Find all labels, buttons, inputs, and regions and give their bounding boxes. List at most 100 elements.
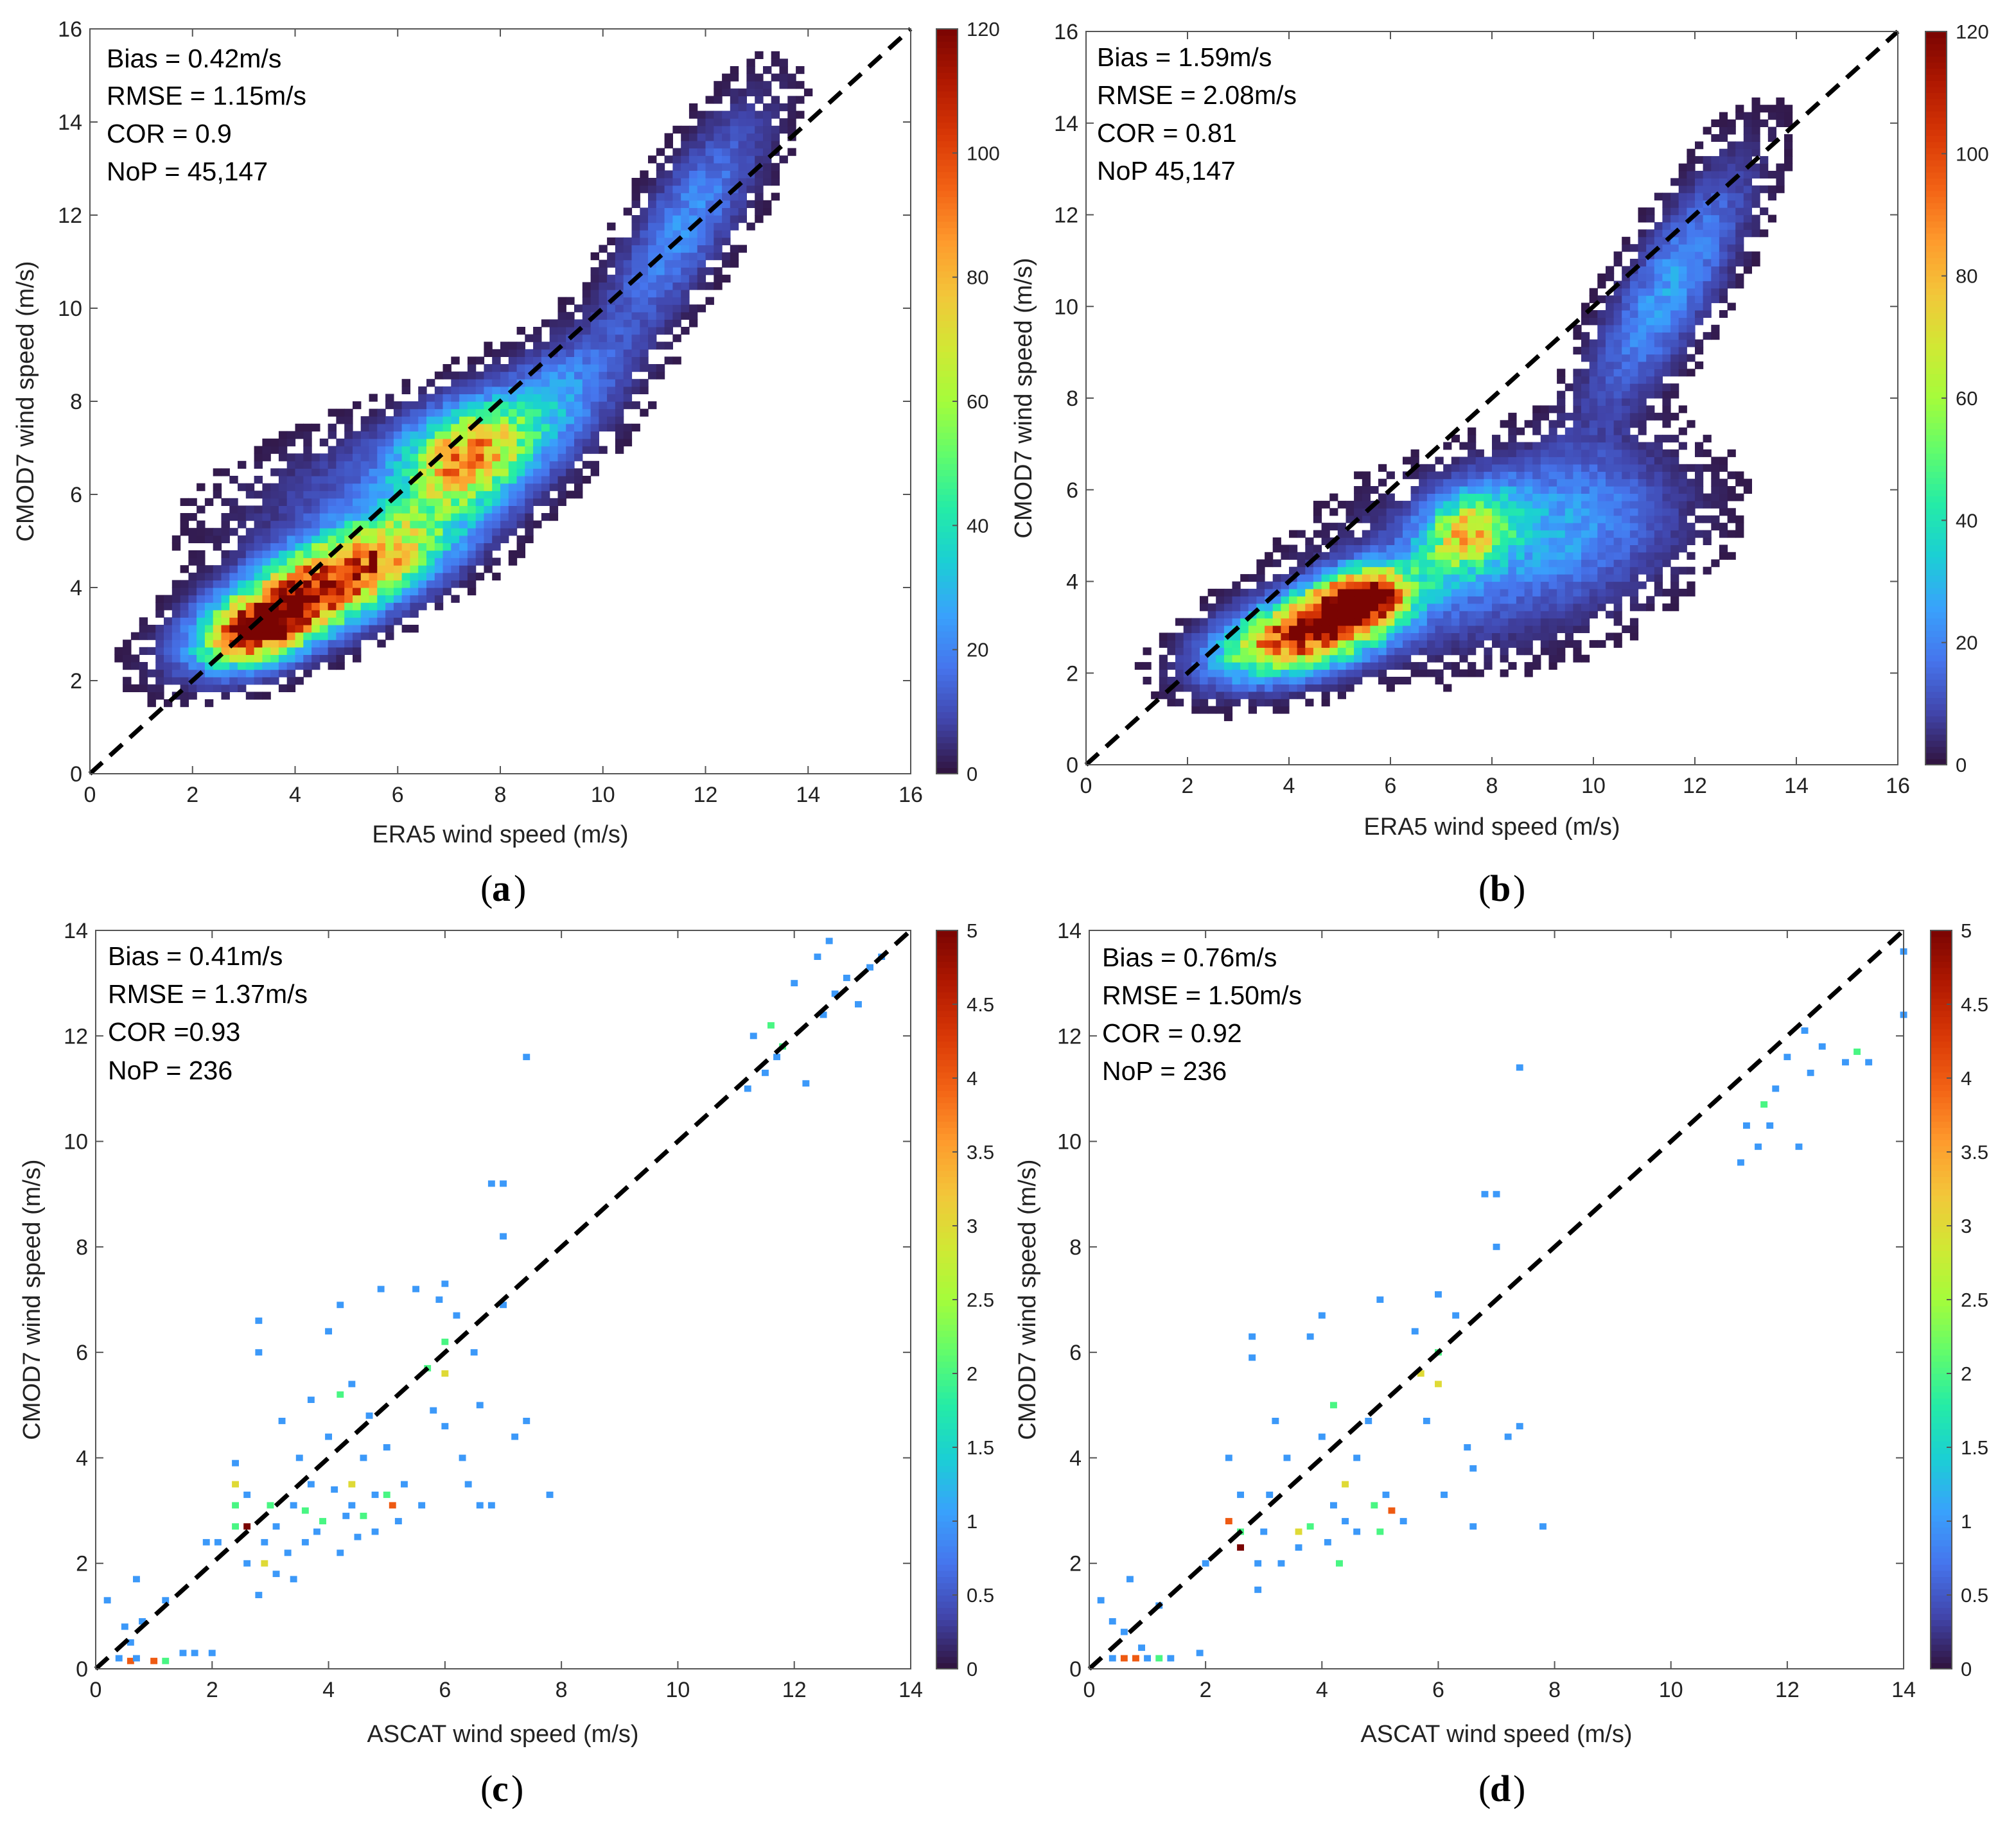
- heatmap-cell: [164, 625, 173, 633]
- colorbar-swatch: [936, 202, 958, 210]
- colorbar-swatch: [1925, 355, 1947, 362]
- heatmap-cell: [1703, 171, 1712, 179]
- heatmap-cell: [1678, 508, 1687, 516]
- heatmap-cell: [688, 319, 698, 327]
- colorbar-swatch: [936, 141, 958, 148]
- heatmap-cell: [1524, 588, 1533, 597]
- heatmap-cell: [1654, 574, 1663, 582]
- heatmap-cell: [755, 110, 764, 119]
- heatmap-cell: [286, 468, 296, 476]
- heatmap-cell: [574, 453, 583, 462]
- heatmap-cell: [245, 632, 255, 640]
- heatmap-cell: [1410, 559, 1419, 568]
- heatmap-cell: [171, 588, 181, 596]
- heatmap-cell: [286, 632, 296, 640]
- heatmap-cell: [1370, 603, 1379, 611]
- heatmap-cell: [1589, 581, 1598, 589]
- heatmap-cell: [443, 543, 451, 551]
- heatmap-cell: [1629, 552, 1639, 560]
- heatmap-cell: [1711, 273, 1720, 281]
- heatmap-cell: [286, 580, 296, 588]
- heatmap-cell: [197, 535, 206, 543]
- heatmap-cell: [541, 453, 550, 462]
- heatmap-cell: [1475, 669, 1484, 677]
- heatmap-cell: [328, 453, 337, 462]
- colorbar-swatch: [936, 979, 958, 987]
- heatmap-cell: [1622, 390, 1631, 399]
- heatmap-cell: [1703, 207, 1712, 216]
- heatmap-cell: [278, 439, 288, 447]
- heatmap-cell: [278, 543, 288, 551]
- heatmap-cell: [688, 155, 698, 164]
- colorbar-swatch: [936, 1041, 958, 1048]
- heatmap-cell: [1573, 545, 1582, 553]
- heatmap-cell: [1354, 611, 1363, 619]
- heatmap-cell: [1410, 537, 1419, 545]
- heatmap-cell: [1638, 295, 1647, 304]
- heatmap-cell: [1532, 420, 1541, 428]
- heatmap-cell: [229, 684, 238, 692]
- heatmap-cell: [1492, 596, 1501, 604]
- heatmap-cell: [418, 483, 427, 491]
- heatmap-cell: [1557, 478, 1566, 487]
- heatmap-cell: [722, 215, 731, 223]
- heatmap-cell: [1573, 493, 1582, 501]
- heatmap-cell: [672, 222, 681, 231]
- heatmap-cell: [549, 483, 559, 491]
- heatmap-cell: [607, 282, 616, 290]
- heatmap-cell: [410, 468, 419, 476]
- colorbar-swatch: [936, 109, 958, 117]
- heatmap-cell: [139, 625, 148, 633]
- heatmap-cell: [197, 684, 206, 692]
- heatmap-cell: [1435, 559, 1444, 568]
- heatmap-cell: [1410, 647, 1419, 656]
- heatmap-cell: [525, 386, 534, 394]
- heatmap-cell: [1378, 647, 1387, 656]
- heatmap-cell: [393, 528, 403, 536]
- heatmap-cell: [1370, 537, 1379, 545]
- heatmap-cell: [1638, 302, 1647, 311]
- heatmap-cell: [1159, 684, 1168, 692]
- heatmap-cell: [443, 565, 451, 573]
- heatmap-cell: [434, 491, 444, 499]
- heatmap-cell: [1524, 559, 1533, 568]
- heatmap-cell: [1256, 699, 1265, 707]
- heatmap-cell: [1337, 618, 1346, 626]
- x-tick-label: 10: [591, 783, 615, 807]
- colorbar-swatch: [936, 395, 958, 402]
- heatmap-cell: [1223, 588, 1233, 597]
- heatmap-cell: [771, 162, 780, 171]
- heatmap-cell: [1256, 677, 1265, 684]
- heatmap-cell: [307, 1481, 315, 1488]
- heatmap-cell: [238, 513, 247, 521]
- heatmap-cell: [1272, 603, 1281, 611]
- heatmap-cell: [270, 550, 279, 559]
- heatmap-cell: [1678, 244, 1687, 252]
- heatmap-cell: [640, 245, 649, 253]
- heatmap-cell: [1435, 654, 1444, 663]
- heatmap-cell: [401, 505, 410, 514]
- heatmap-cell: [1695, 361, 1704, 369]
- heatmap-cell: [1589, 427, 1598, 435]
- heatmap-cell: [1548, 625, 1557, 633]
- colorbar-swatch: [1925, 550, 1947, 558]
- heatmap-cell: [487, 1502, 495, 1509]
- heatmap-cell: [1216, 699, 1225, 707]
- colorbar-swatch: [936, 1453, 958, 1460]
- heatmap-cell: [336, 491, 345, 499]
- heatmap-cell: [714, 178, 723, 186]
- heatmap-cell: [254, 543, 263, 551]
- heatmap-cell: [1500, 530, 1509, 538]
- heatmap-cell: [336, 460, 345, 469]
- heatmap-cell: [566, 394, 575, 402]
- heatmap-cell: [1719, 156, 1728, 164]
- heatmap-cell: [623, 319, 633, 327]
- heatmap-cell: [319, 543, 329, 551]
- colorbar-swatch: [936, 165, 958, 173]
- heatmap-cell: [1232, 596, 1241, 604]
- heatmap-cell: [549, 319, 559, 327]
- heatmap-cell: [1207, 691, 1216, 699]
- heatmap-cell: [245, 692, 255, 700]
- heatmap-cell: [582, 379, 592, 387]
- heatmap-cell: [566, 416, 575, 424]
